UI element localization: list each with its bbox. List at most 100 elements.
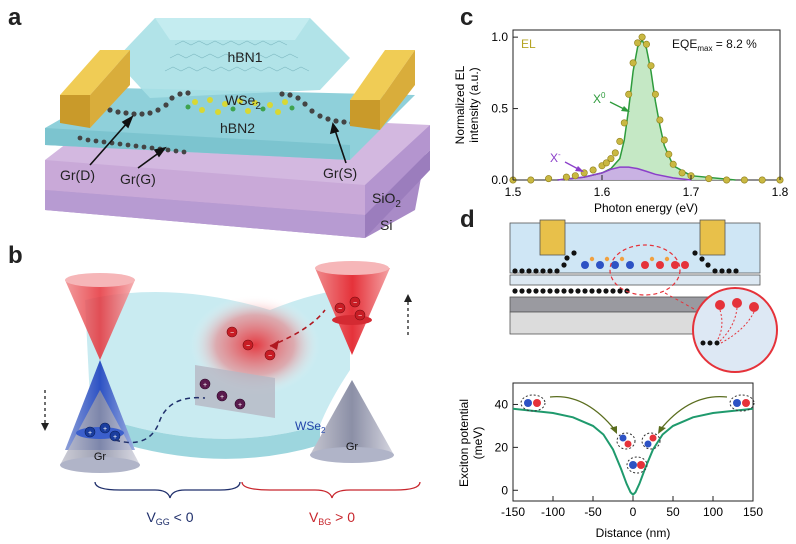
gold-left-cross (539, 219, 566, 256)
label-gr-s: Gr(S) (323, 165, 357, 181)
x-tick-label: -50 (584, 505, 602, 519)
x-tick-label: 1.7 (683, 185, 700, 199)
el-marker (740, 176, 748, 184)
el-marker (665, 150, 673, 158)
chart-d-frame (512, 382, 754, 502)
label-gr-d: Gr(D) (60, 167, 95, 183)
chart-c-ylabel-1: Normalized EL (453, 65, 467, 144)
down-arrow-head (41, 423, 49, 431)
el-markers (509, 33, 784, 184)
right-cone-top (315, 261, 389, 275)
chart-c-xlabel: Photon energy (eV) (594, 201, 698, 215)
label-gr-g: Gr(G) (120, 171, 156, 187)
svg-text:−: − (338, 306, 342, 313)
el-marker (562, 173, 570, 181)
el-marker (660, 136, 668, 144)
exciton-glyphs (520, 394, 755, 474)
si-front (45, 190, 365, 238)
right-fermi-disc (332, 315, 372, 325)
drift-arrow-right-head (658, 426, 666, 434)
wse2-atoms (185, 97, 295, 115)
label-sio2: SiO2 (372, 190, 401, 210)
label-xminus: X- (550, 150, 561, 165)
exciton-left (520, 394, 546, 412)
el-marker (611, 149, 619, 157)
vbg-brace (241, 481, 421, 499)
label-hbn1: hBN1 (227, 49, 262, 65)
gold-electrode-right (350, 50, 415, 130)
right-gr-base (310, 447, 394, 463)
el-marker (625, 90, 633, 98)
electron-path-arrow (270, 340, 279, 350)
x-tick-label: -150 (501, 505, 525, 519)
wse2-cross-atoms (581, 256, 689, 269)
el-marker (656, 116, 664, 124)
exciton-potential-chart: -150 -100 -50 0 50 100 150 0 20 40 Distance (nm)… (457, 382, 763, 540)
left-conduction-cone (65, 280, 135, 360)
sio2-front (45, 160, 365, 215)
right-gr-cone (310, 380, 394, 455)
svg-text:−: − (230, 330, 234, 337)
exciton-mid-left (616, 432, 636, 450)
y-tick-label: 1.0 (491, 30, 508, 44)
svg-text:−: − (353, 300, 357, 307)
drift-arrow-right (659, 395, 728, 431)
label-arrows (89, 115, 347, 169)
x-tick-label: 150 (743, 505, 763, 519)
hbn1-lattice (164, 40, 310, 72)
left-gr-base (60, 457, 140, 473)
hole-region (195, 365, 275, 418)
si-side (365, 150, 430, 238)
chart-d-yticks: 0 20 40 (495, 397, 518, 497)
panel-a-letter: a (8, 4, 22, 31)
panel-b-letter: b (8, 242, 23, 269)
xminus-line (557, 166, 692, 181)
el-marker (571, 172, 579, 180)
exciton-right (729, 394, 755, 412)
y-tick-label: 0.5 (491, 102, 508, 116)
el-marker (620, 119, 628, 127)
el-marker (705, 175, 713, 183)
el-marker (638, 33, 646, 41)
chart-c-yticks: 0.0 0.5 1.0 (491, 30, 518, 187)
svg-text:+: + (203, 382, 207, 389)
el-marker (607, 155, 615, 163)
x-tick-label: 1.6 (594, 185, 611, 199)
label-x0: X0 (593, 91, 606, 106)
up-arrow-head (404, 294, 412, 302)
gold-electrode-left (60, 50, 130, 128)
exciton-bottom (626, 456, 648, 474)
el-marker (678, 169, 686, 177)
zoom-inset-contents (700, 298, 759, 346)
svg-text:−: − (268, 353, 272, 360)
left-cone-top (65, 273, 135, 287)
zoom-region (609, 244, 681, 296)
svg-text:+: + (113, 434, 117, 441)
panel-c-letter: c (460, 4, 474, 31)
wse2-slab-front (110, 420, 320, 459)
x-tick-label: 0 (630, 505, 637, 519)
x0-fill-area (557, 40, 736, 180)
exciton-mid-right (641, 432, 661, 450)
el-marker (651, 90, 659, 98)
label-si: Si (380, 217, 392, 233)
gr-drain-chain (99, 90, 191, 117)
hbn2-front (45, 128, 350, 160)
svg-text:+: + (88, 430, 92, 437)
el-marker (669, 160, 677, 168)
x0-pointer-head (621, 106, 630, 112)
label-vgg: VGG < 0 (146, 509, 193, 527)
svg-text:+: + (103, 426, 107, 433)
drift-arrow-left-head (610, 426, 617, 434)
label-hbn2: hBN2 (220, 120, 255, 136)
potential-curve (512, 407, 754, 496)
electrons: −−− −−− (226, 296, 366, 361)
chart-d-ylabel-2: (meV) (471, 427, 485, 460)
graphene-cross (512, 250, 739, 294)
svg-text:+: + (220, 394, 224, 401)
chart-d-xticks: -150 -100 -50 0 50 100 150 (501, 496, 763, 519)
svg-text:−: − (246, 343, 250, 350)
vgg-brace (94, 481, 241, 499)
el-marker (634, 39, 642, 47)
band-diagram-b: −−− −−− +++ +++ WSe2 Gr Gr VGG < 0 VBG >… (41, 261, 421, 527)
